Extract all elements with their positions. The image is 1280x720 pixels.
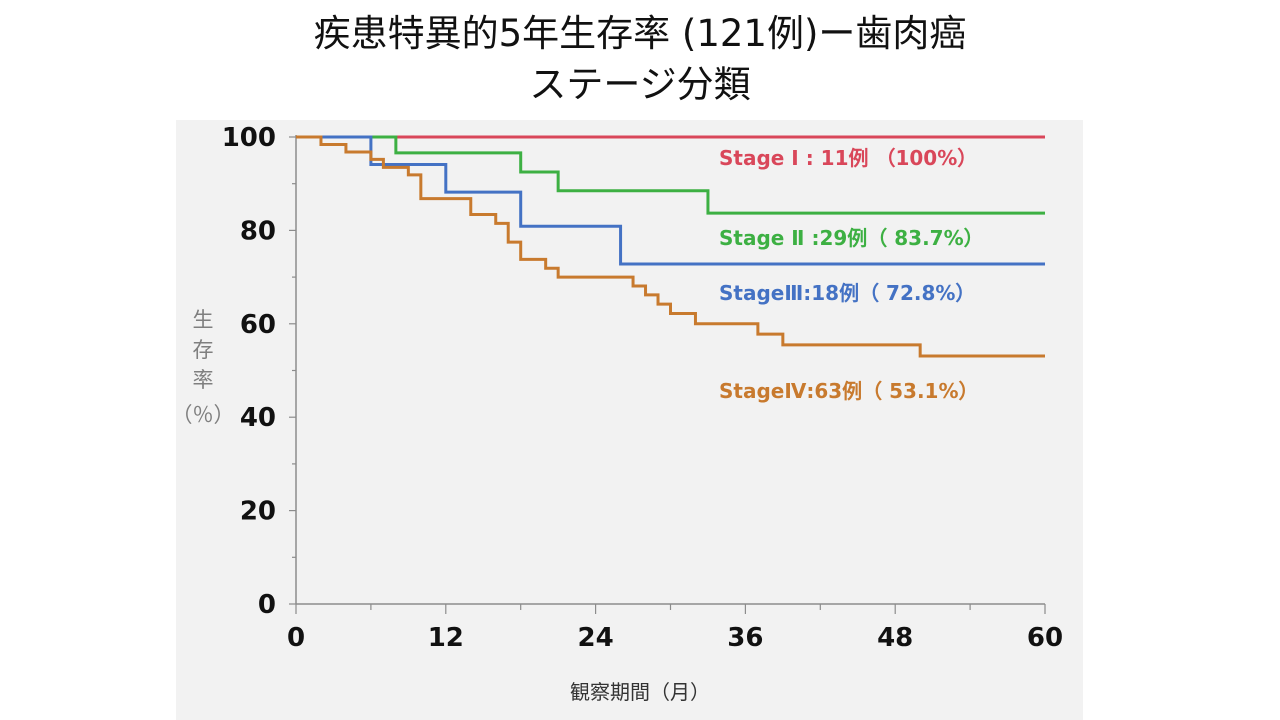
x-tick-label: 0 xyxy=(287,623,305,653)
x-axis-label: 観察期間（月） xyxy=(570,680,710,704)
y-tick-label: 100 xyxy=(222,123,276,153)
y-axis-label: 生 存 率 （％） xyxy=(172,305,235,435)
chart-panel xyxy=(176,120,1083,720)
chart-subtitle: ステージ分類 xyxy=(529,63,751,106)
y-axis-label-char: 生 xyxy=(192,308,214,332)
y-tick-label: 80 xyxy=(240,216,276,246)
x-tick-label: 60 xyxy=(1027,623,1063,653)
y-axis-label-unit: （％） xyxy=(171,403,235,427)
survival-curve xyxy=(296,135,1045,358)
survival-curve xyxy=(296,135,1045,215)
series-label: StageⅢ:18例（ 72.8%） xyxy=(719,281,975,305)
x-tick-label: 48 xyxy=(877,623,913,653)
y-tick-label: 60 xyxy=(240,310,276,340)
series-label: Stage Ⅱ :29例（ 83.7%） xyxy=(719,226,984,250)
y-axis-label-char: 率 xyxy=(192,368,214,392)
series-label: Stage Ⅰ : 11例 （100%） xyxy=(719,146,977,170)
y-tick-label: 0 xyxy=(258,590,276,620)
series-label: StageⅣ:63例（ 53.1%） xyxy=(719,379,979,403)
x-tick-label: 12 xyxy=(428,623,464,653)
x-tick-label: 36 xyxy=(727,623,763,653)
y-tick-label: 20 xyxy=(240,497,276,527)
y-tick-label: 40 xyxy=(240,403,276,433)
x-tick-label: 24 xyxy=(578,623,614,653)
y-axis-label-char: 存 xyxy=(192,338,214,362)
chart-title: 疾患特異的5年生存率 (121例)ー歯肉癌 xyxy=(313,12,967,55)
